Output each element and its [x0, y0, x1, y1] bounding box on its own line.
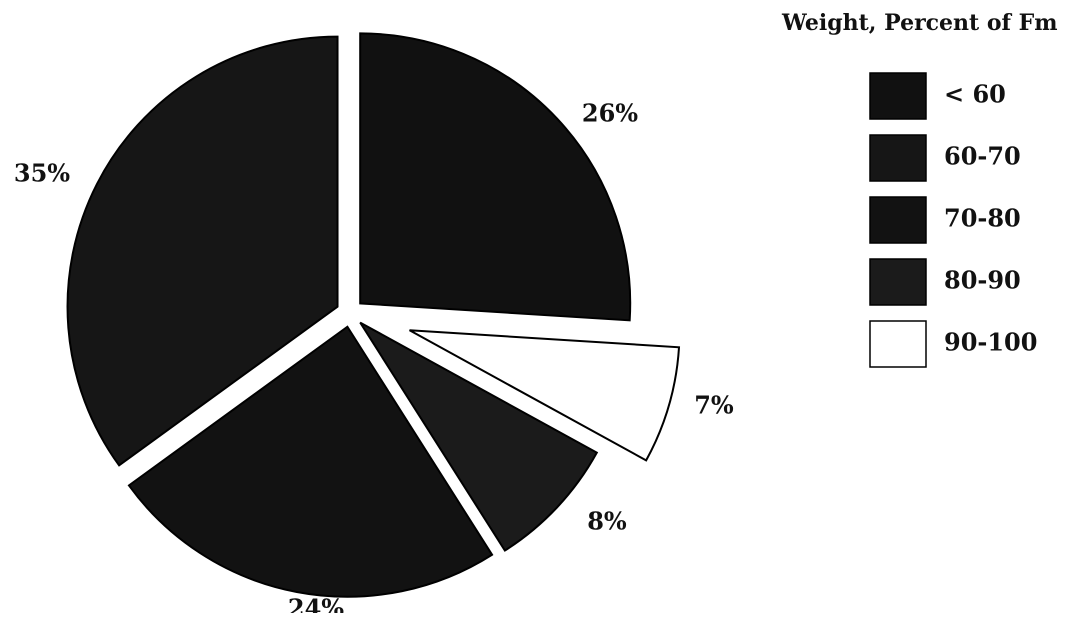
legend-title: Weight, Percent of Fm: [781, 10, 1058, 36]
slice-label-1: 26%: [582, 99, 638, 128]
pie-slice-3: [359, 321, 599, 552]
pie-slices: [66, 32, 681, 598]
pie-slice-5: [66, 35, 339, 467]
legend-label-2: 60-70: [944, 142, 1021, 171]
slice-label-5: 35%: [14, 159, 70, 188]
slice-labels: 26% 7% 8% 24% 35%: [14, 99, 734, 617]
legend-swatch-1: [869, 72, 927, 120]
legend-label-4: 80-90: [944, 266, 1021, 295]
legend: Weight, Percent of Fm < 60 60-70 70-80 80-9…: [781, 10, 1058, 368]
legend-swatch-2: [869, 134, 927, 182]
legend-swatch-5: [869, 320, 927, 368]
legend-swatch-3: [869, 196, 927, 244]
slice-label-3: 8%: [587, 507, 627, 536]
slice-label-2: 7%: [694, 391, 734, 420]
pie-slice-4: [127, 325, 494, 598]
legend-swatch-4: [869, 258, 927, 306]
legend-label-1: < 60: [944, 80, 1006, 109]
legend-label-5: 90-100: [944, 328, 1037, 357]
pie-slice-1: [359, 32, 632, 322]
legend-label-3: 70-80: [944, 204, 1021, 233]
slice-label-4: 24%: [288, 594, 344, 614]
pie-slice-2: [409, 329, 681, 462]
